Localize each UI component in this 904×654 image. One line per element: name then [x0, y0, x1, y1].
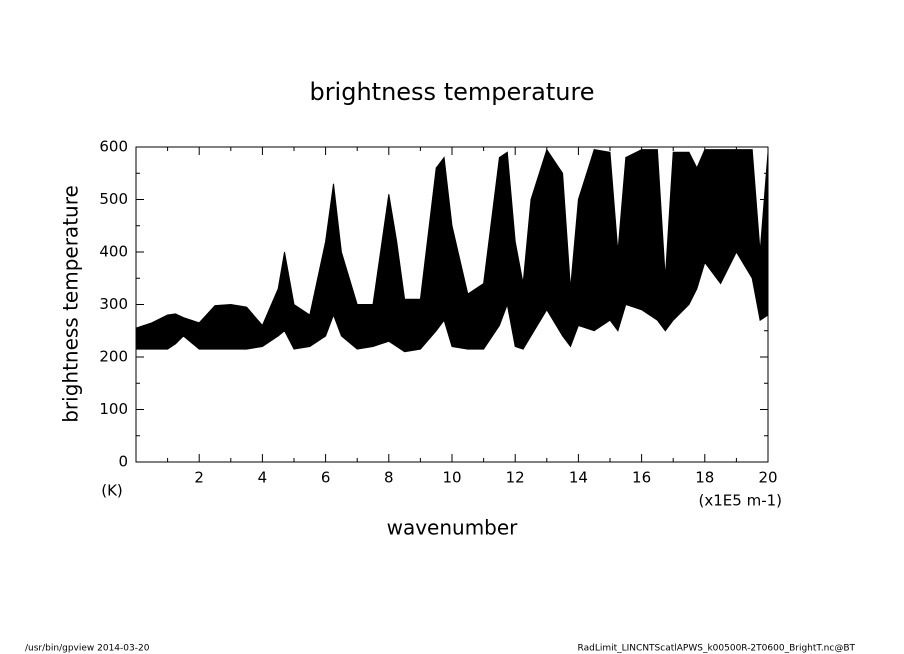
x-tick-label: 10: [442, 469, 461, 487]
x-tick-label: 8: [384, 469, 394, 487]
x-tick-label: 16: [632, 469, 651, 487]
y-tick-label: 500: [99, 190, 128, 208]
y-tick-label: 100: [99, 400, 128, 418]
y-tick-label: 600: [99, 138, 128, 156]
x-axis-label: wavenumber: [387, 516, 519, 540]
y-tick-label: 400: [99, 243, 128, 261]
x-unit: (x1E5 m-1): [699, 492, 782, 510]
y-tick-label: 300: [99, 295, 128, 313]
chart-title: brightness temperature: [309, 78, 594, 106]
band: [135, 148, 769, 353]
x-tick-label: 12: [506, 469, 525, 487]
y-axis-label: brightness temperature: [59, 185, 83, 423]
x-tick-label: 14: [569, 469, 588, 487]
footer-left: /usr/bin/gpview 2014-03-20: [25, 644, 150, 654]
x-tick-label: 4: [258, 469, 268, 487]
x-tick-label: 20: [758, 469, 777, 487]
y-tick-label: 200: [99, 348, 128, 366]
y-tick-label: 0: [118, 453, 128, 471]
x-tick-label: 18: [695, 469, 714, 487]
footer-right: RadLimit_LINCNTScatlAPWS_k00500R-2T0600_…: [578, 644, 856, 654]
y-unit: (K): [101, 482, 123, 500]
x-tick-label: 2: [194, 469, 204, 487]
x-tick-label: 6: [321, 469, 331, 487]
